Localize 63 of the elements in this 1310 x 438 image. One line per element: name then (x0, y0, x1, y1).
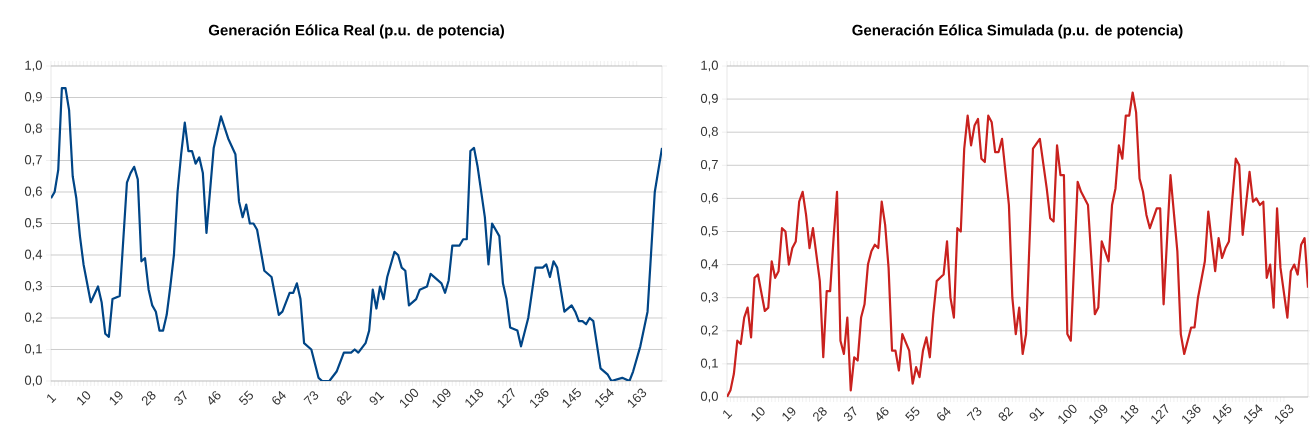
y-tick-label: 0,4 (24, 249, 43, 261)
x-tick-label: 154 (595, 388, 614, 409)
x-tick-label: 127 (497, 387, 515, 409)
x-tick-label: 10 (751, 407, 765, 422)
x-tick-label: 73 (966, 407, 982, 421)
chart-title: Generación Eólica Simulada (p.u. de potencia) (852, 24, 1183, 39)
x-tick-label: 109 (1089, 404, 1108, 425)
x-tick-label: 136 (530, 388, 549, 409)
y-tick-label: 0,9 (700, 93, 718, 105)
x-tick-label: 64 (272, 390, 286, 405)
y-tick-label: 0,4 (700, 259, 719, 270)
y-tick-label: 0,6 (24, 186, 42, 198)
x-tick-label: 28 (141, 391, 156, 406)
y-tick-label: 1,0 (25, 60, 42, 72)
x-tick-label: 82 (998, 407, 1014, 421)
x-tick-label: 46 (208, 391, 221, 405)
x-tick-label: 91 (1029, 407, 1045, 421)
y-tick-label: 1,0 (701, 60, 718, 72)
x-tick-label: 118 (465, 388, 484, 408)
y-tick-label: 0,7 (700, 159, 718, 171)
x-tick-label: 1 (723, 410, 733, 419)
x-tick-label: 163 (1275, 404, 1294, 425)
x-tick-label: 109 (432, 388, 451, 409)
y-tick-label: 0,2 (24, 312, 42, 324)
y-tick-label: 0,8 (24, 123, 42, 135)
y-tick-label: 0,1 (700, 358, 718, 370)
x-tick-label: 73 (303, 391, 319, 405)
x-tick-label: 100 (400, 388, 419, 409)
x-tick-label: 37 (174, 390, 187, 405)
x-tick-label: 145 (1213, 403, 1232, 425)
line-series (51, 86, 663, 381)
x-tick-label: 100 (1058, 404, 1077, 425)
chart-title: Generación Eólica Real (p.u. de potencia) (208, 24, 504, 39)
x-tick-label: 145 (562, 387, 581, 409)
y-tick-label: 0,1 (24, 344, 42, 355)
x-tick-label: 136 (1182, 404, 1201, 425)
x-tick-label: 19 (109, 391, 123, 406)
x-tick-label: 10 (77, 391, 91, 406)
x-tick-label: 154 (1244, 404, 1263, 425)
x-tick-label: 82 (337, 391, 352, 405)
x-tick-label: 127 (1151, 403, 1169, 425)
x-tick-label: 91 (369, 391, 385, 405)
y-tick-label: 0,8 (700, 126, 718, 138)
y-tick-label: 0,3 (24, 281, 42, 292)
x-tick-label: 55 (905, 406, 920, 421)
x-tick-label: 1 (47, 394, 57, 403)
x-tick-label: 37 (843, 406, 857, 421)
y-tick-label: 0,5 (700, 226, 718, 237)
y-tick-label: 0,6 (700, 193, 718, 204)
x-tick-label: 163 (627, 388, 647, 409)
y-tick-label: 0,3 (700, 292, 718, 304)
y-tick-label: 0,0 (700, 391, 718, 403)
y-tick-label: 0,9 (24, 92, 42, 103)
x-tick-label: 28 (813, 407, 827, 422)
x-tick-label: 118 (1120, 404, 1139, 424)
y-tick-label: 0,2 (700, 325, 718, 337)
x-tick-label: 46 (876, 407, 889, 421)
x-tick-label: 19 (782, 407, 796, 422)
y-tick-label: 0,7 (24, 155, 42, 166)
x-tick-label: 55 (238, 390, 253, 405)
y-tick-label: 0,5 (24, 218, 42, 229)
y-tick-label: 0,0 (24, 375, 42, 387)
x-tick-label: 64 (937, 406, 951, 421)
